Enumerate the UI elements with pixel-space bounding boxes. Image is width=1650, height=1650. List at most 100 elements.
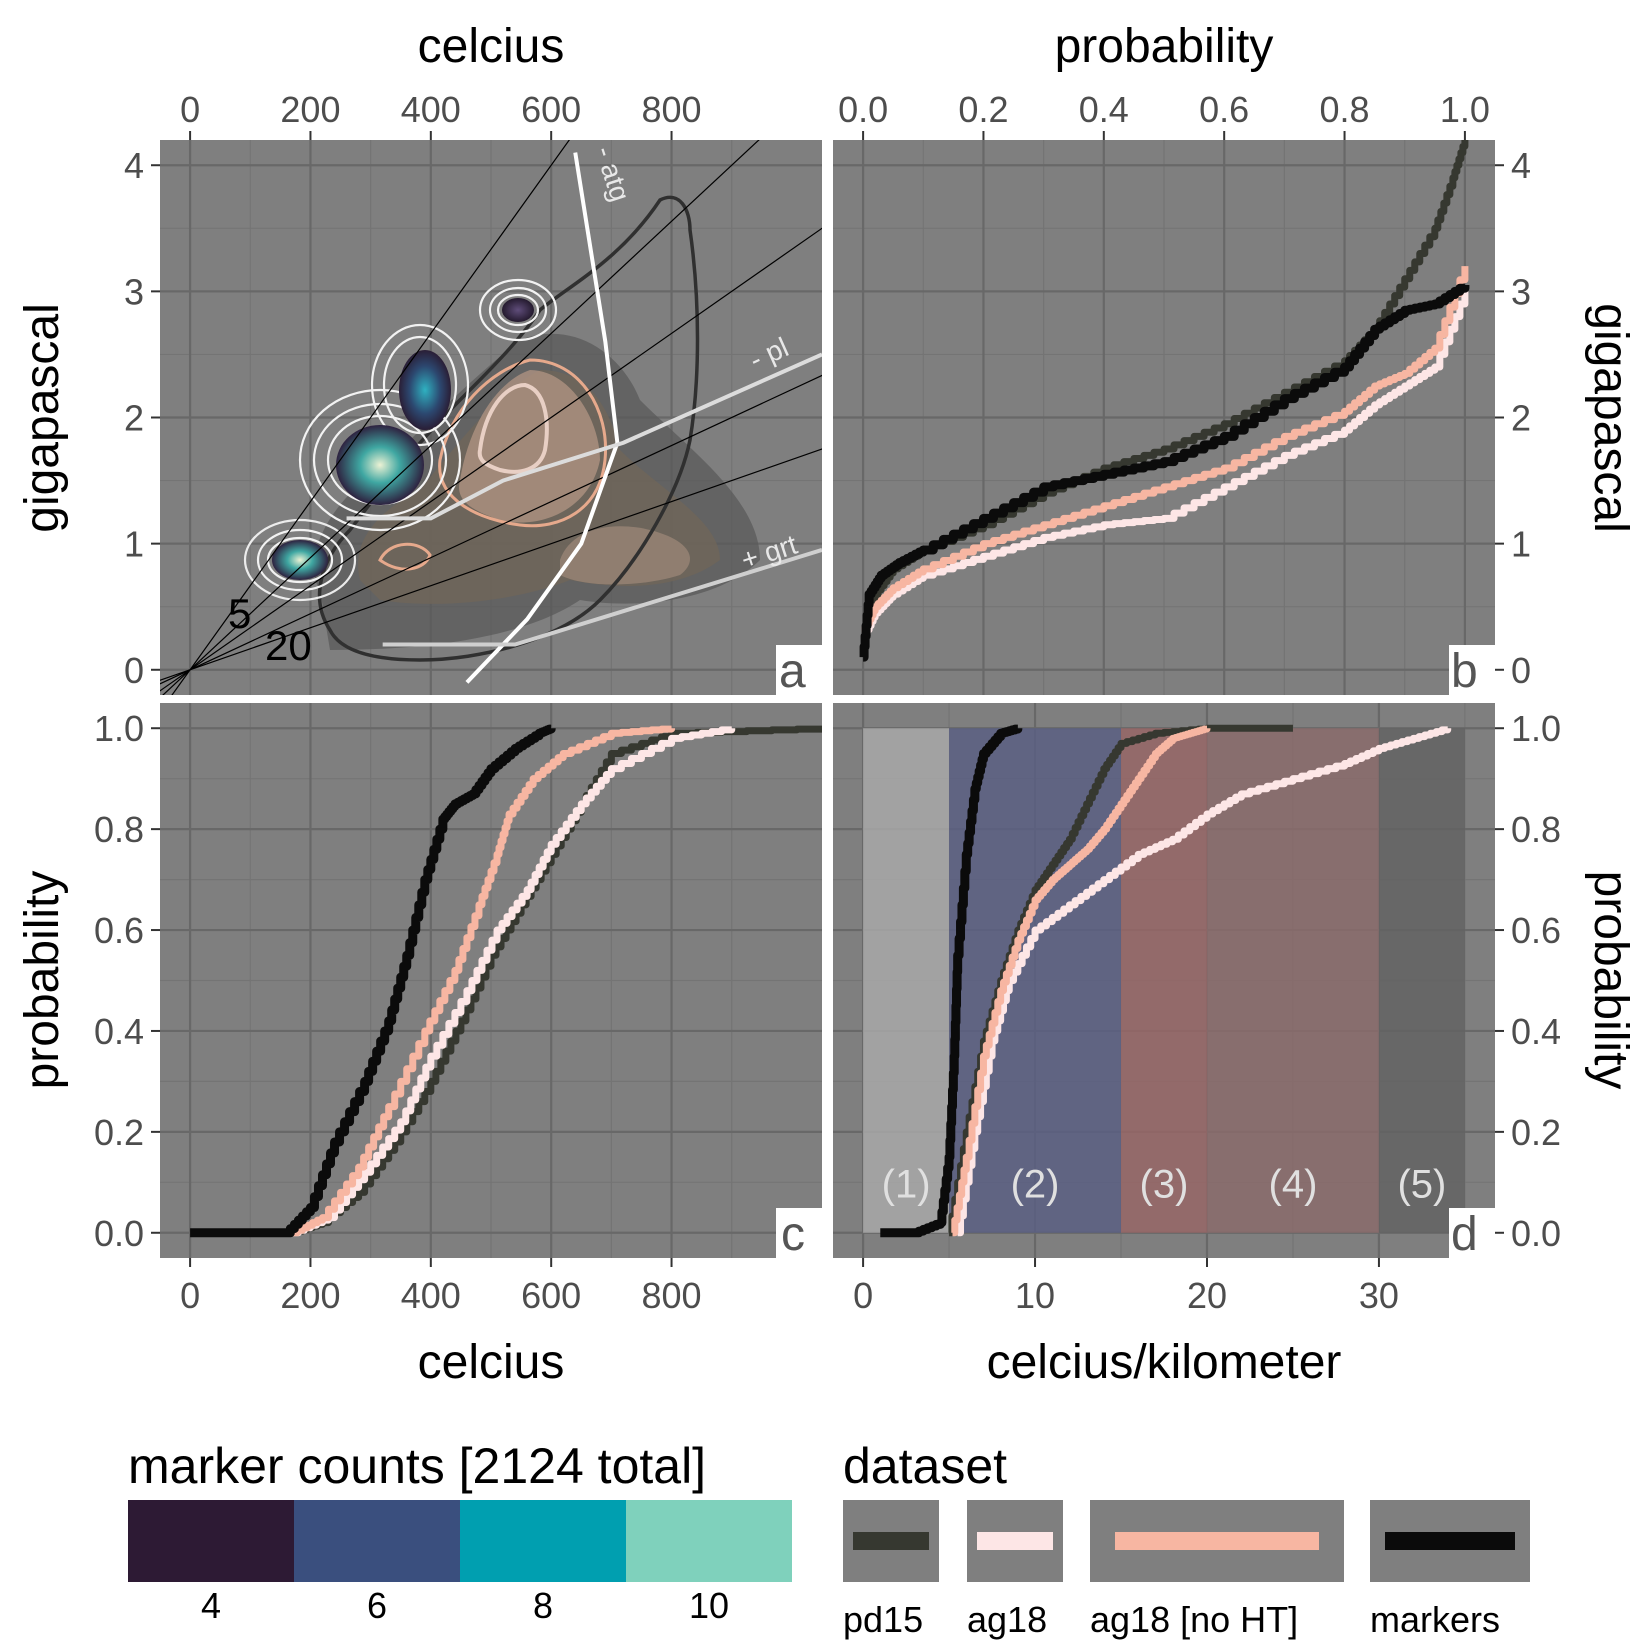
y-tick-label: 2 [124,398,144,439]
x-tick-label: 20 [1187,1275,1227,1316]
panel-a-tag-box [776,645,822,695]
y-tick-label: 3 [124,271,144,312]
panel-b-lines [859,140,1470,662]
x-tick-label: 200 [280,1275,340,1316]
legend-label-pd15: pd15 [843,1599,923,1640]
legend-counts-label-8: 8 [533,1585,553,1626]
x-tick-label: 200 [280,89,340,130]
region-label-2: (2) [1011,1162,1060,1206]
x-tick-label: 0.4 [1079,89,1129,130]
legend-label-markers: markers [1370,1599,1500,1640]
y-tick-label: 1.0 [94,708,144,749]
region-band-5 [1378,728,1465,1233]
legend-counts-label-10: 10 [689,1585,729,1626]
x-tick-label: 0.2 [958,89,1008,130]
series-line-markers [859,283,1470,662]
y-tick-label: 1.0 [1511,708,1561,749]
x-tick-label: 0.8 [1320,89,1370,130]
x-tick-label: 600 [521,89,581,130]
panel-c-y-title: probability [16,871,69,1090]
panel-c-tag: c [781,1208,805,1261]
reaction-line-grt [382,548,822,647]
region-label-5: (5) [1397,1162,1446,1206]
y-tick-label: 0.8 [94,809,144,850]
x-tick-label: 0.0 [838,89,888,130]
y-tick-label: 2 [1511,398,1531,439]
x-tick-label: 800 [642,89,702,130]
panel-a-tag: a [779,645,806,698]
panel-a-contours [160,140,822,695]
panel-d-regions: (1) (2) (3) (4) (5) [863,728,1465,1233]
x-tick-label: 400 [401,1275,461,1316]
density-contour-warm [477,382,549,474]
panel-d: (1) (2) (3) (4) (5) d [833,703,1495,1261]
panel-b-tag: b [1451,645,1478,698]
region-label-1: (1) [882,1162,931,1206]
legend-counts-title: marker counts [2124 total] [128,1438,706,1494]
y-tick-label: 0 [124,650,144,691]
series-line-markers [880,724,1023,1238]
series-line-ag18 [292,726,736,1237]
panel-b-y-title: gigapascal [1584,303,1637,533]
panel-b: b [833,140,1495,698]
panel-a: - atg - pl + grt 5 20 a [160,140,822,698]
panel-c-grid [160,703,822,1258]
legend-label-ag18: ag18 [967,1599,1047,1640]
reaction-lines [346,152,822,684]
y-tick-label: 0.2 [1511,1112,1561,1153]
geothermal-gradient-lines [160,140,822,695]
y-tick-label: 0.4 [94,1011,144,1052]
y-tick-label: 0.0 [94,1213,144,1254]
y-tick-label: 0.2 [94,1112,144,1153]
y-tick-label: 1 [1511,524,1531,565]
legend-counts-swatch-8 [460,1500,626,1582]
legend-marker-counts: marker counts [2124 total] 4 6 8 10 [128,1438,792,1626]
y-tick-label: 0.8 [1511,809,1561,850]
x-tick-label: 0 [853,1275,873,1316]
x-tick-label: 1.0 [1440,89,1490,130]
region-label-3: (3) [1140,1162,1189,1206]
y-tick-label: 0 [1511,650,1531,691]
panel-a-grid [160,140,822,695]
annot-gradient-20: 20 [265,622,312,669]
panel-b-tag-box [1449,645,1495,695]
y-tick-label: 1 [124,524,144,565]
region-label-4: (4) [1269,1162,1318,1206]
density-contour-left [378,542,432,571]
series-line-pd15 [292,725,822,1237]
panel-c-tag-box [776,1208,822,1258]
panel-d-tag-box [1449,1208,1495,1258]
y-tick-label: 0.6 [1511,910,1561,951]
marker-hotspot-4 [502,298,534,322]
legend-counts-swatch-4 [128,1500,294,1582]
y-tick-label: 0.6 [94,910,144,951]
gradient-line [160,374,822,685]
panel-c: c [160,703,822,1261]
marker-hotspot-1 [272,540,328,580]
y-tick-label: 4 [124,145,144,186]
legend-dataset-title: dataset [843,1438,1007,1494]
y-tick-label: 0.4 [1511,1011,1561,1052]
legend-counts-swatch-10 [626,1500,792,1582]
y-tick-label: 4 [1511,145,1531,186]
density-contour-warm-2 [438,358,608,528]
axes-layer: 0 200 400 600 800 0.0 0.2 0.4 0.6 0.8 1.00 200 400 60… [94,89,1561,1316]
region-band-4 [1206,728,1379,1233]
x-tick-label: 30 [1359,1275,1399,1316]
density-region-warm-2 [560,526,690,585]
series-line-ag18-no-ht- [951,725,1211,1237]
region-band-3 [1121,728,1207,1233]
region-band-1 [863,728,950,1233]
series-line-ag18-no-ht- [861,266,1469,636]
legend-dataset: dataset pd15 ag18 ag18 [no HT] markers [843,1438,1530,1640]
panel-a-y-title: gigapascal [16,303,69,533]
panel-a-x-title-top: celcius [418,20,565,73]
series-line-ag18-no-ht- [292,725,676,1237]
reaction-line-pl [346,352,822,521]
gradient-line [160,448,822,681]
panel-d-lines [880,724,1452,1238]
x-tick-label: 10 [1015,1275,1055,1316]
x-tick-label: 800 [642,1275,702,1316]
panel-d-y-title: probability [1584,871,1637,1090]
